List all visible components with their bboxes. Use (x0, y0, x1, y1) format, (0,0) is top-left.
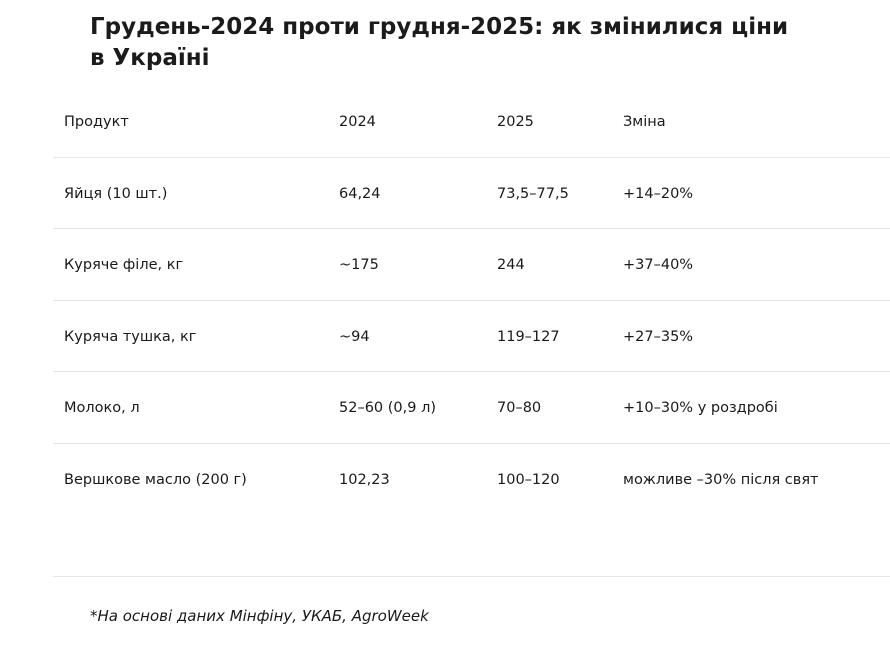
price-table: Продукт 2024 2025 Зміна Яйця (10 шт.) 64… (53, 86, 890, 577)
cell-change: +37–40% (623, 257, 694, 273)
cell-change: +10–30% у роздробі (623, 400, 778, 416)
cell-2025: 244 (497, 257, 525, 273)
table-row: Куряча тушка, кг ~94 119–127 +27–35% (53, 301, 890, 372)
cell-product: Куряче філе, кг (64, 257, 184, 273)
cell-2024: 102,23 (339, 471, 390, 488)
cell-product: Куряча тушка, кг (64, 328, 197, 345)
table-row: Молоко, л 52–60 (0,9 л) 70–80 +10–30% у … (53, 372, 890, 444)
cell-product: Вершкове масло (200 г) (64, 471, 247, 488)
table-row: Вершкове масло (200 г) 102,23 100–120 мо… (53, 444, 890, 577)
source-footnote: *На основі даних Мінфіну, УКАБ, AgroWeek (90, 607, 429, 625)
table-row: Яйця (10 шт.) 64,24 73,5–77,5 +14–20% (53, 158, 890, 229)
cell-2025: 70–80 (497, 400, 542, 416)
cell-2024: ~94 (339, 328, 370, 345)
header-2025: 2025 (497, 114, 534, 130)
header-2024: 2024 (339, 114, 376, 130)
header-change: Зміна (623, 114, 666, 130)
cell-change: +14–20% (623, 185, 694, 202)
cell-product: Молоко, л (64, 400, 140, 416)
cell-2025: 119–127 (497, 328, 560, 345)
header-product: Продукт (64, 114, 129, 130)
cell-change: можливе –30% після свят (623, 471, 819, 488)
cell-2025: 100–120 (497, 471, 560, 488)
cell-2024: 64,24 (339, 185, 381, 202)
cell-2024: ~175 (339, 257, 379, 273)
table-row: Куряче філе, кг ~175 244 +37–40% (53, 229, 890, 301)
table-header-row: Продукт 2024 2025 Зміна (53, 86, 890, 158)
cell-change: +27–35% (623, 328, 694, 345)
cell-2024: 52–60 (0,9 л) (339, 400, 437, 416)
cell-product: Яйця (10 шт.) (64, 185, 168, 202)
cell-2025: 73,5–77,5 (497, 185, 569, 202)
page-title: Грудень-2024 проти грудня-2025: як зміни… (90, 14, 789, 71)
